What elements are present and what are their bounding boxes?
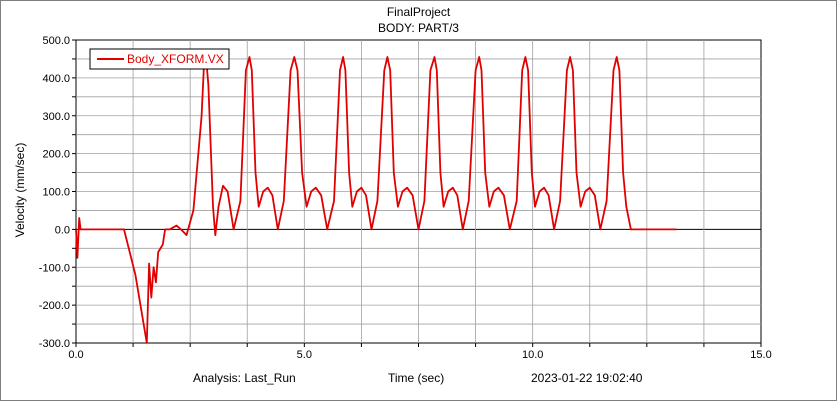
- series-layer: [75, 56, 677, 344]
- axis-ticks: 500.0 400.0 300.0 200.0 100.0 0.0 -100.0 -200.0…: [39, 35, 772, 361]
- y-tick-label: 100.0: [42, 187, 70, 199]
- series-line-vx: [75, 56, 677, 344]
- y-tick-label: 500.0: [42, 35, 70, 47]
- legend: Body_XFORM.VX: [89, 48, 230, 70]
- y-tick-label: 400.0: [42, 73, 70, 85]
- legend-label: Body_XFORM.VX: [127, 52, 224, 66]
- y-tick-label: -200.0: [39, 300, 70, 312]
- y-tick-label: 200.0: [42, 149, 70, 161]
- y-tick-label: 0.0: [55, 224, 70, 236]
- legend-box: [89, 48, 230, 70]
- timestamp: 2023-01-22 19:02:40: [531, 371, 643, 385]
- x-tick-label: 15.0: [750, 349, 771, 361]
- chart-subtitle: BODY: PART/3: [378, 21, 459, 35]
- x-tick-label: 10.0: [522, 349, 543, 361]
- x-tick-label: 5.0: [297, 349, 312, 361]
- chart-title: FinalProject: [386, 5, 451, 19]
- y-tick-label: 300.0: [42, 111, 70, 123]
- analysis-label: Analysis: Last_Run: [193, 371, 296, 385]
- y-tick-label: -100.0: [39, 262, 70, 274]
- y-tick-label: -300.0: [39, 338, 70, 350]
- x-tick-label: 0.0: [68, 349, 83, 361]
- x-axis-label: Time (sec): [388, 371, 445, 385]
